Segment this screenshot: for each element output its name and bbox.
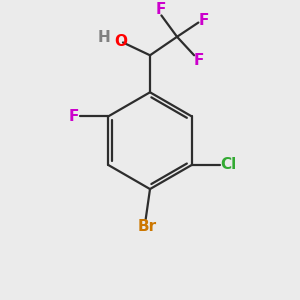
Text: H: H: [98, 30, 111, 45]
Text: F: F: [193, 53, 204, 68]
Text: F: F: [69, 109, 79, 124]
Text: Cl: Cl: [220, 158, 236, 172]
Text: O: O: [115, 34, 128, 50]
Text: Br: Br: [138, 219, 157, 234]
Text: F: F: [155, 2, 166, 17]
Text: F: F: [199, 13, 209, 28]
